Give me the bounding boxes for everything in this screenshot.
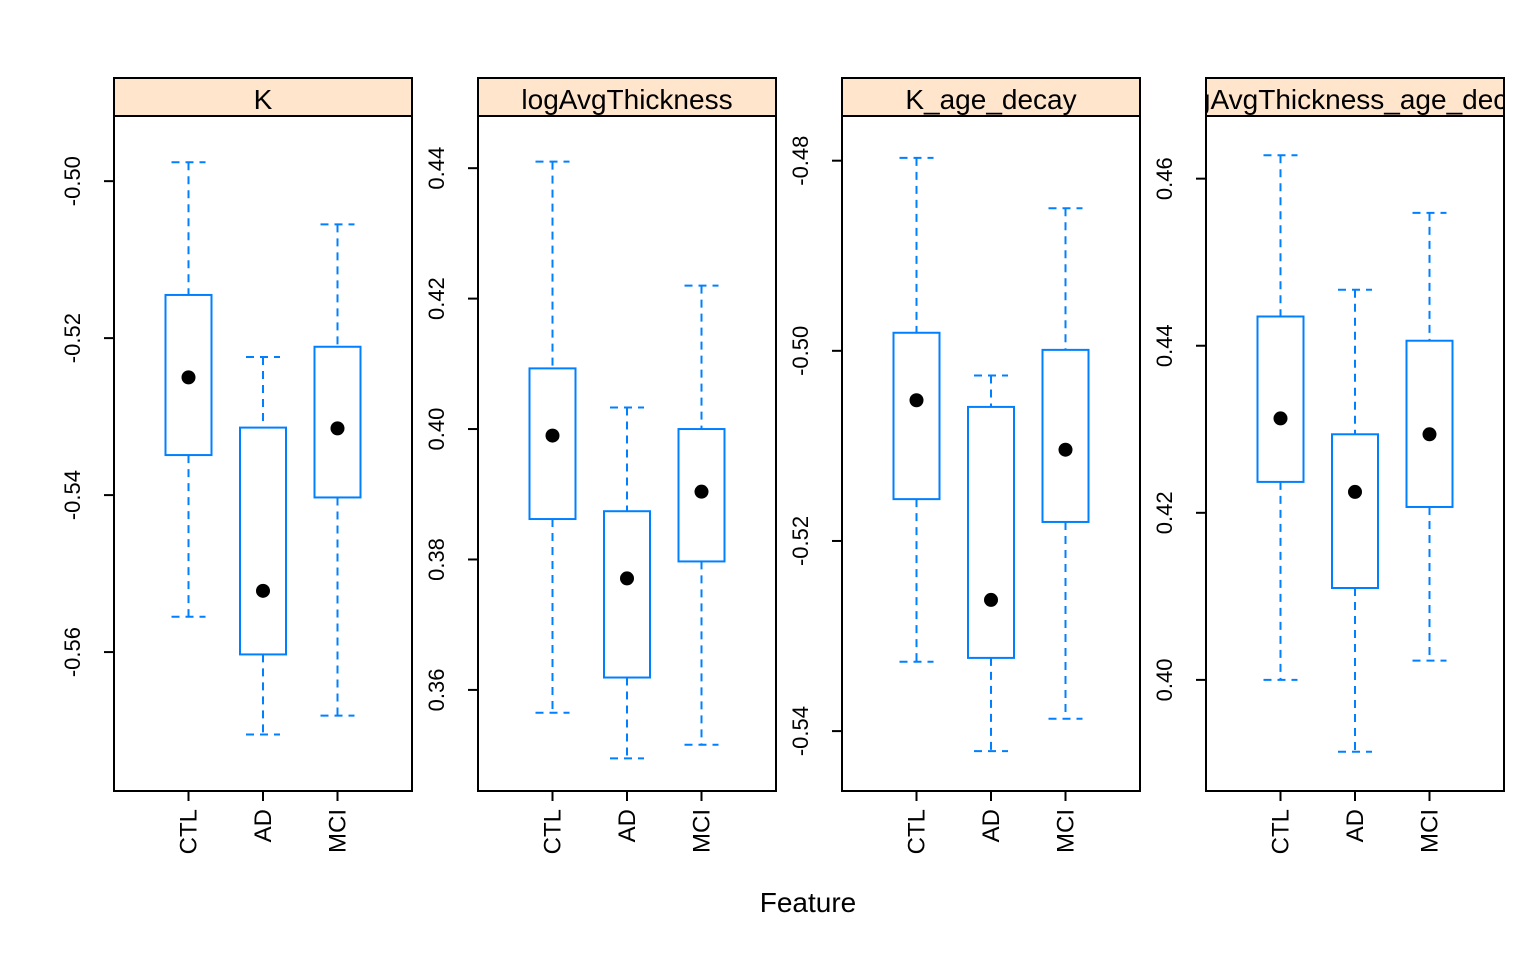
panel-1: logAvgThickness 0.36 0.38 0.40 0.42 0.44 CTL AD… [424, 77, 777, 854]
median-point [1273, 411, 1288, 426]
panel-title: logAvgThickness [521, 84, 732, 115]
iqr-box [239, 426, 287, 656]
panel-strip [841, 77, 1141, 117]
iqr-box [892, 331, 941, 501]
panel-title: logAvgThickness_age_decay [1173, 84, 1536, 115]
iqr-box [313, 345, 362, 499]
x-tick-label: CTL [176, 809, 203, 854]
median-point [330, 421, 345, 436]
iqr-box [1331, 433, 1379, 589]
x-tick-label: AD [250, 809, 277, 842]
y-tick-label: 0.38 [424, 538, 449, 581]
y-tick-label: 0.36 [424, 668, 449, 711]
iqr-box [164, 293, 213, 457]
median-point [181, 370, 196, 385]
y-tick-label: 0.46 [1152, 157, 1177, 200]
median-point [909, 393, 924, 408]
median-point [984, 592, 998, 607]
box-MCI [313, 223, 362, 717]
box-CTL [164, 161, 213, 618]
x-tick-label: CTL [904, 809, 931, 854]
median-point [545, 428, 560, 443]
median-point [1422, 427, 1437, 442]
iqr-box [677, 428, 726, 563]
box-AD [1331, 288, 1379, 753]
x-tick-label: MCI [325, 809, 352, 853]
x-tick-label: MCI [689, 809, 716, 853]
iqr-box [967, 405, 1015, 659]
panel-0: K -0.56 -0.54 -0.52 -0.50 CTL AD MCI [60, 77, 413, 854]
box-MCI [1405, 211, 1454, 662]
y-tick-label: -0.54 [60, 470, 85, 520]
x-tick-label: CTL [1268, 809, 1295, 854]
box-AD [967, 374, 1015, 753]
iqr-box [528, 367, 577, 521]
y-tick-label: -0.52 [60, 313, 85, 363]
iqr-box [1256, 315, 1305, 483]
panel-strip [113, 77, 413, 117]
median-point [694, 484, 709, 499]
y-tick-label: -0.54 [788, 706, 813, 756]
iqr-box [1405, 339, 1454, 508]
iqr-box [1041, 348, 1090, 523]
x-axis-label: Feature [760, 887, 857, 918]
median-point [256, 583, 270, 598]
y-tick-label: -0.56 [60, 627, 85, 677]
x-tick-label: AD [978, 809, 1005, 842]
y-tick-label: -0.50 [60, 156, 85, 206]
panel-3: logAvgThickness_age_decay 0.40 0.42 0.44 0.4… [1152, 77, 1536, 854]
panel-title: K [254, 84, 273, 115]
x-tick-label: MCI [1053, 809, 1080, 853]
y-tick-label: 0.40 [1152, 658, 1177, 701]
y-tick-label: 0.42 [1152, 491, 1177, 534]
median-point [1058, 442, 1073, 457]
panel-2: K_age_decay -0.54 -0.52 -0.50 -0.48 CTL AD MCI [788, 77, 1141, 854]
y-tick-label: 0.40 [424, 408, 449, 451]
median-point [620, 571, 634, 586]
y-tick-label: 0.44 [424, 147, 449, 190]
box-MCI [1041, 207, 1090, 720]
iqr-box [603, 510, 651, 679]
box-AD [239, 355, 287, 736]
x-tick-label: AD [614, 809, 641, 842]
y-tick-label: -0.48 [788, 136, 813, 186]
x-tick-label: AD [1342, 809, 1369, 842]
y-tick-label: -0.52 [788, 516, 813, 566]
box-CTL [1256, 154, 1305, 681]
box-MCI [677, 284, 726, 746]
box-CTL [528, 160, 577, 714]
x-tick-label: MCI [1417, 809, 1444, 853]
y-tick-label: 0.42 [424, 277, 449, 320]
y-tick-label: -0.50 [788, 326, 813, 376]
box-AD [603, 406, 651, 760]
panel-strip [1205, 77, 1505, 117]
y-tick-label: 0.44 [1152, 324, 1177, 367]
median-point [1348, 484, 1362, 499]
panel-title: K_age_decay [905, 84, 1076, 115]
x-tick-label: CTL [540, 809, 567, 854]
box-CTL [892, 156, 941, 663]
